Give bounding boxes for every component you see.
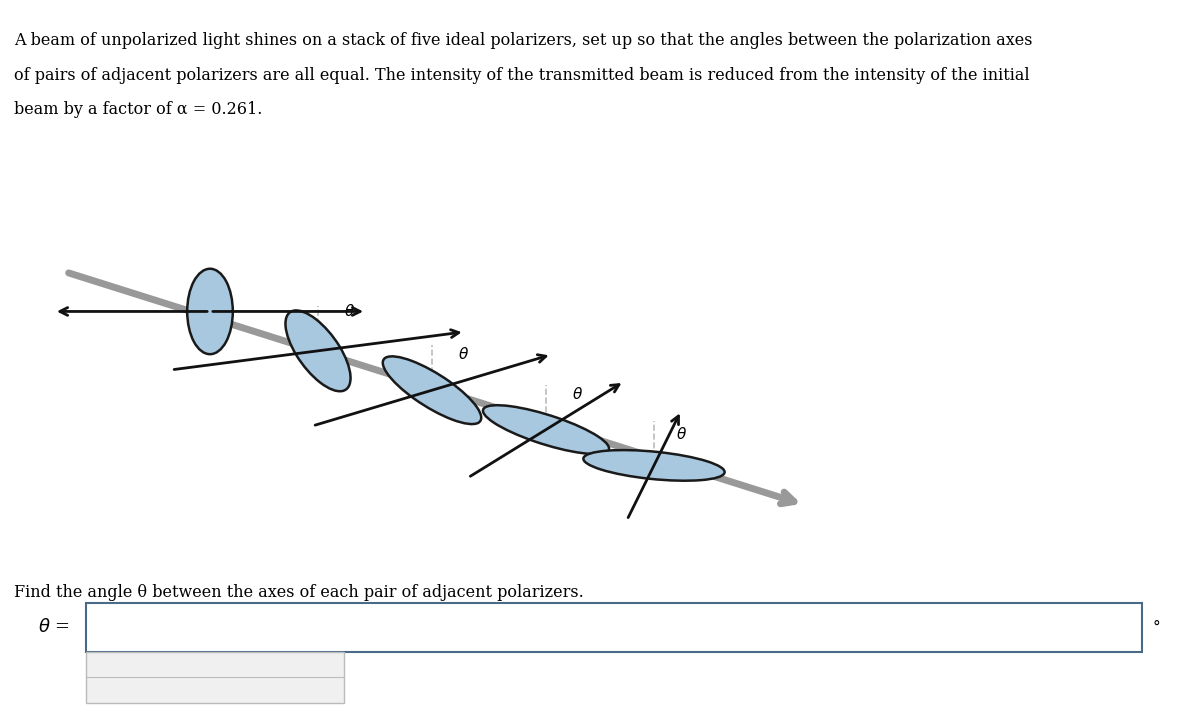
Text: $\theta$ =: $\theta$ = bbox=[37, 618, 70, 637]
Ellipse shape bbox=[482, 405, 610, 454]
Text: $\theta$: $\theta$ bbox=[344, 303, 355, 319]
Ellipse shape bbox=[583, 450, 725, 480]
Text: $\theta$: $\theta$ bbox=[458, 346, 469, 362]
Text: Find the angle θ between the axes of each pair of adjacent polarizers.: Find the angle θ between the axes of eac… bbox=[14, 584, 584, 601]
FancyBboxPatch shape bbox=[86, 603, 1142, 652]
Text: ✦ TOOLS: ✦ TOOLS bbox=[98, 658, 158, 671]
Text: of pairs of adjacent polarizers are all equal. The intensity of the transmitted : of pairs of adjacent polarizers are all … bbox=[14, 67, 1030, 84]
Text: beam by a factor of α = 0.261.: beam by a factor of α = 0.261. bbox=[14, 101, 263, 118]
Ellipse shape bbox=[383, 357, 481, 424]
Text: $\theta$: $\theta$ bbox=[676, 427, 686, 442]
Ellipse shape bbox=[187, 268, 233, 354]
Ellipse shape bbox=[286, 311, 350, 391]
Text: $\theta$: $\theta$ bbox=[572, 387, 583, 402]
Text: A beam of unpolarized light shines on a stack of five ideal polarizers, set up s: A beam of unpolarized light shines on a … bbox=[14, 32, 1033, 49]
Text: °: ° bbox=[1152, 620, 1159, 634]
FancyBboxPatch shape bbox=[86, 652, 344, 703]
Text: x10$^y$: x10$^y$ bbox=[98, 683, 131, 697]
